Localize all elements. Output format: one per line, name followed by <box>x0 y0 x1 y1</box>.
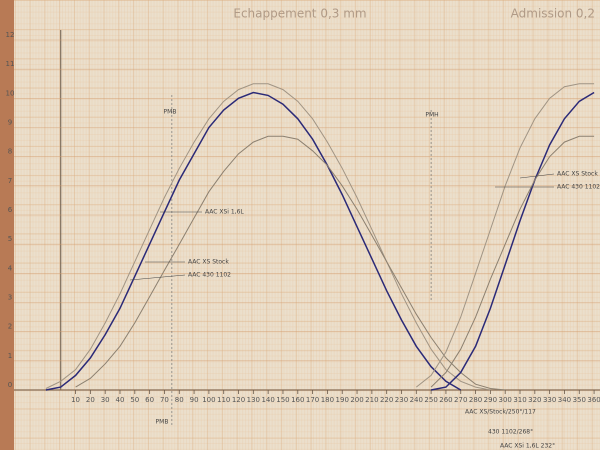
annotation: AAC XS/Stock/250°/117 <box>465 409 536 416</box>
x-tick-label: 90 <box>190 396 199 404</box>
y-tick-label: 8 <box>8 148 12 156</box>
series-label: AAC 430 1102 <box>557 184 600 191</box>
y-tick-label: 11 <box>6 60 15 68</box>
y-tick-label: 0 <box>8 381 12 389</box>
y-tick-label: 2 <box>8 323 12 331</box>
y-tick-label: 6 <box>8 206 13 214</box>
annotation: PMH <box>425 112 438 119</box>
annotation: PMB <box>164 109 177 116</box>
x-tick-label: 330 <box>543 396 556 404</box>
x-tick-label: 310 <box>513 396 526 404</box>
series-line <box>415 83 595 388</box>
y-tick-label: 4 <box>8 264 13 272</box>
x-tick-label: 340 <box>558 396 571 404</box>
x-tick-label: 140 <box>261 396 274 404</box>
x-tick-label: 260 <box>439 396 452 404</box>
x-tick-label: 350 <box>573 396 586 404</box>
annotation: PMB <box>156 419 169 426</box>
x-tick-label: 240 <box>410 396 423 404</box>
series-line <box>45 83 491 391</box>
x-tick-label: 40 <box>116 396 125 404</box>
y-tick-label: 3 <box>8 294 12 302</box>
x-tick-label: 270 <box>454 396 467 404</box>
y-tick-label: 5 <box>8 235 12 243</box>
x-tick-label: 10 <box>71 396 80 404</box>
x-tick-label: 180 <box>321 396 334 404</box>
series-line <box>430 91 595 391</box>
annotation: 430 1102/268° <box>488 429 533 436</box>
label-pointer <box>519 173 555 179</box>
y-tick-label: 10 <box>6 89 15 97</box>
x-tick-label: 130 <box>247 396 260 404</box>
series-label: AAC XS Stock <box>188 259 229 266</box>
x-tick-label: 210 <box>365 396 378 404</box>
x-tick-label: 110 <box>217 396 230 404</box>
y-tick-label: 1 <box>8 352 12 360</box>
x-tick-label: 320 <box>528 396 541 404</box>
x-tick-label: 360 <box>587 396 600 404</box>
series-line <box>430 135 595 388</box>
x-tick-label: 100 <box>202 396 215 404</box>
y-tick-label: 7 <box>8 177 12 185</box>
x-tick-label: 220 <box>380 396 393 404</box>
x-tick-label: 250 <box>424 396 437 404</box>
x-tick-label: 60 <box>145 396 154 404</box>
chart-subtitle: Admission 0,2 <box>511 7 595 21</box>
x-tick-label: 70 <box>160 396 169 404</box>
x-tick-label: 230 <box>395 396 408 404</box>
series-label: AAC XSi 1,6L <box>205 209 244 216</box>
series-line <box>75 135 506 391</box>
x-tick-label: 170 <box>306 396 319 404</box>
x-tick-label: 190 <box>336 396 349 404</box>
x-tick-label: 150 <box>276 396 289 404</box>
x-tick-label: 280 <box>469 396 482 404</box>
chart-title: Echappement 0,3 mm <box>233 7 366 21</box>
x-tick-label: 290 <box>484 396 497 404</box>
x-tick-label: 80 <box>175 396 184 404</box>
x-tick-label: 50 <box>130 396 139 404</box>
x-tick-label: 20 <box>86 396 95 404</box>
y-tick-label: 12 <box>6 31 15 39</box>
label-pointer <box>129 274 186 281</box>
series-label: AAC XS Stock <box>557 171 598 178</box>
annotation: AAC XSi 1,6L 232° <box>500 443 555 450</box>
y-tick-label: 9 <box>8 119 12 127</box>
series-line <box>45 91 462 391</box>
x-tick-label: 300 <box>498 396 511 404</box>
x-tick-label: 160 <box>291 396 304 404</box>
x-tick-label: 30 <box>101 396 110 404</box>
x-tick-label: 120 <box>232 396 245 404</box>
paper-edge <box>0 0 14 450</box>
series-label: AAC 430 1102 <box>188 272 231 279</box>
x-tick-label: 200 <box>350 396 363 404</box>
